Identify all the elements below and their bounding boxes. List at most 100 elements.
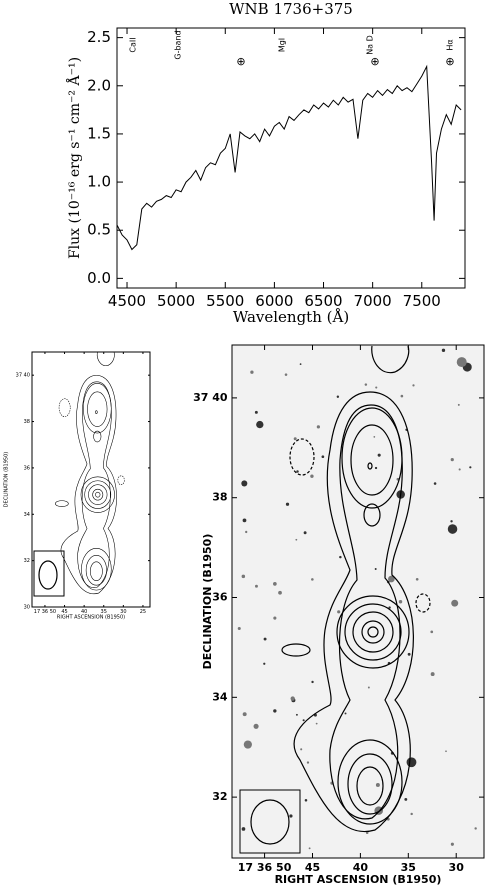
x-tick-label: 4500 <box>108 292 146 310</box>
beam-box <box>33 550 65 597</box>
star <box>241 480 248 487</box>
y-tick-label: 37 40 <box>16 373 30 379</box>
y-tick-label: 1.5 <box>87 124 111 142</box>
y-tick-label: 30 <box>24 605 30 611</box>
y-tick-label: 32 <box>212 790 227 803</box>
star <box>250 370 254 374</box>
x-tick-label: 35 <box>101 609 107 615</box>
star <box>400 394 404 398</box>
star <box>315 722 318 725</box>
star <box>245 530 248 534</box>
star <box>404 797 408 801</box>
telluric-marker: ⊕ <box>370 55 379 68</box>
star <box>365 831 369 835</box>
star <box>300 748 303 751</box>
star <box>316 425 320 429</box>
star <box>336 395 340 398</box>
plot-frame <box>116 27 466 289</box>
star <box>458 468 461 471</box>
spectrum-line <box>116 64 462 251</box>
y-tick-label: 32 <box>24 558 30 564</box>
contour <box>371 345 410 374</box>
y-tick-label: 38 <box>212 491 227 504</box>
x-tick-label: 5500 <box>206 292 244 310</box>
star <box>304 798 308 802</box>
y-tick-label: 34 <box>24 512 30 518</box>
x-tick-label: 6000 <box>255 292 293 310</box>
contour <box>361 620 385 644</box>
star <box>344 712 347 715</box>
star <box>278 590 282 595</box>
star <box>237 626 241 631</box>
contour <box>281 643 311 657</box>
star <box>456 357 467 368</box>
star <box>289 814 293 818</box>
star <box>388 575 395 583</box>
star <box>299 363 302 365</box>
x-tick-label: 25 <box>140 609 146 615</box>
star <box>285 502 290 506</box>
x-tick-label: 6500 <box>304 292 342 310</box>
x-tick-label: 40 <box>353 861 369 874</box>
star <box>255 584 258 588</box>
x-tick-label: 7000 <box>354 292 392 310</box>
star <box>450 458 454 462</box>
star <box>457 403 460 406</box>
contour <box>352 611 394 653</box>
x-tick-label: 17 36 50 <box>34 609 56 615</box>
x-tick-label: 7500 <box>403 292 441 310</box>
star <box>377 453 381 457</box>
stars <box>237 348 477 850</box>
star <box>441 348 446 352</box>
y-tick-label: 37 40 <box>193 391 228 404</box>
star <box>263 662 266 665</box>
star <box>339 555 342 559</box>
beam <box>250 799 290 845</box>
star <box>398 600 403 604</box>
negative-contour <box>289 438 315 476</box>
line-annotation: G-band <box>174 30 183 59</box>
x-axis-label: RIGHT ASCENSION (B1950) <box>275 873 442 886</box>
x-tick-label: 17 36 50 <box>238 861 292 874</box>
star <box>273 582 277 586</box>
star <box>253 723 259 729</box>
x-tick-label: 5000 <box>157 292 195 310</box>
x-tick-label: 45 <box>305 861 320 874</box>
contour <box>329 404 403 820</box>
y-tick-label: 38 <box>24 419 30 425</box>
star <box>430 672 435 677</box>
y-tick-label: 36 <box>24 465 30 471</box>
contour <box>350 424 394 496</box>
plot-frame <box>231 344 485 859</box>
y-tick-label: 0.5 <box>87 221 111 239</box>
star <box>388 606 391 609</box>
telluric-marker: ⊕ <box>445 55 454 68</box>
star <box>254 410 258 414</box>
star <box>364 383 368 386</box>
x-tick-label: 45 <box>61 609 67 615</box>
star <box>433 482 437 485</box>
chart-title: WNB 1736+375 <box>229 0 353 18</box>
star <box>306 761 310 764</box>
contour <box>363 503 381 527</box>
contour <box>367 626 379 638</box>
contour <box>356 766 384 806</box>
star <box>303 531 307 535</box>
line-annotation: Na D <box>366 35 375 55</box>
star <box>450 842 454 846</box>
line-annotation: CaII <box>129 37 138 52</box>
contour <box>337 739 403 825</box>
star <box>447 524 458 534</box>
star <box>295 713 298 716</box>
y-tick-label: 2.5 <box>87 28 111 46</box>
star <box>375 782 380 787</box>
star <box>337 610 341 614</box>
star <box>263 637 267 641</box>
star <box>308 847 311 850</box>
y-axis-label: Flux (10⁻¹⁶ erg s⁻¹ cm⁻² Å⁻¹) <box>65 57 83 259</box>
star <box>242 712 247 717</box>
star <box>311 680 314 684</box>
star <box>241 827 246 831</box>
star <box>273 616 277 620</box>
